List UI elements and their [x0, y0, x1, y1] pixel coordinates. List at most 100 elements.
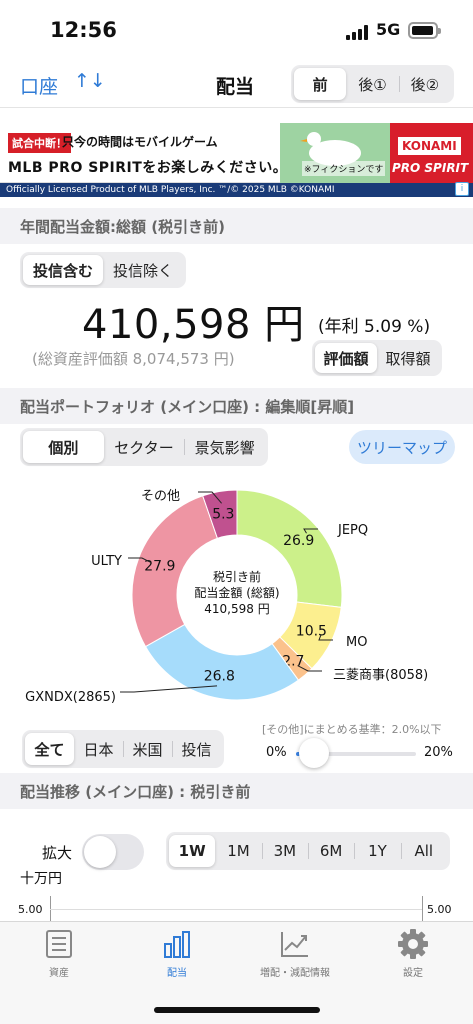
donut-name-label-5: その他: [141, 489, 180, 504]
view-economy[interactable]: 景気影響: [184, 431, 265, 463]
ad-fiction: ※フィクションです: [302, 161, 386, 176]
other-threshold-label: [その他]にまとめる基準：2.0%以下: [262, 723, 442, 736]
filter-include-funds[interactable]: 投信含む: [23, 255, 103, 285]
range-1y[interactable]: 1Y: [354, 835, 400, 867]
treemap-button[interactable]: ツリーマップ: [349, 430, 455, 464]
gear-icon: [398, 929, 428, 959]
slider-max-label: 20%: [424, 745, 453, 760]
market-us[interactable]: 米国: [123, 733, 172, 765]
ad-line1: 只今の時間はモバイルゲーム: [62, 135, 218, 149]
market-japan[interactable]: 日本: [83, 740, 114, 759]
ad-footer: Officially Licensed Product of MLB Playe…: [0, 183, 473, 197]
sort-icon[interactable]: ↑↓: [74, 70, 106, 92]
ad-badge: 試合中断！: [8, 133, 71, 153]
trend-gridline: [50, 909, 422, 910]
zoom-toggle[interactable]: [82, 834, 144, 870]
donut-leader-line-3: [120, 685, 218, 693]
status-time: 12:56: [50, 18, 117, 42]
battery-icon: [408, 22, 441, 39]
ad-image: [280, 123, 390, 183]
basis-market-value[interactable]: 評価額: [315, 343, 377, 373]
range-all[interactable]: All: [400, 835, 447, 867]
threshold-slider-handle[interactable]: [299, 738, 329, 768]
donut-slice-3[interactable]: [144, 623, 300, 701]
trend-section-header: 配当推移 (メイン口座) : 税引き前: [0, 773, 473, 809]
fund-filter: 投信含む 投信除く: [20, 252, 186, 288]
dividend-donut-chart: 26.910.52.726.827.95.3 JEPQMO三菱商事(8058)G…: [25, 489, 428, 705]
range-1w[interactable]: 1W: [169, 835, 216, 867]
period-before[interactable]: 前: [294, 68, 347, 100]
line-chart-icon: [281, 932, 308, 957]
donut-value-label-5: 5.3: [212, 507, 234, 523]
zoom-label: 拡大: [42, 844, 73, 862]
range-1m[interactable]: 1M: [227, 842, 250, 860]
donut-value-label-1: 10.5: [296, 624, 327, 640]
donut-leader-line-1: [318, 635, 333, 641]
tab-label-settings: 設定: [403, 968, 423, 979]
filter-exclude-funds[interactable]: 投信除く: [112, 261, 173, 280]
market-funds[interactable]: 投信: [172, 733, 221, 765]
basis-acquisition[interactable]: 取得額: [385, 349, 431, 368]
donut-name-label-0: JEPQ: [337, 523, 368, 538]
status-bar: 12:56 5G: [0, 0, 473, 60]
center-label-1: 税引き前: [213, 569, 261, 584]
tab-bar: 資産 配当 増配・減配情報 設定: [0, 921, 473, 1024]
donut-name-label-2: 三菱商事(8058): [333, 668, 428, 683]
donut-name-label-1: MO: [346, 635, 367, 650]
signal-icon: [346, 24, 370, 40]
tab-assets[interactable]: 資産: [0, 928, 118, 979]
ad-brand: KONAMI: [398, 137, 461, 155]
slider-min-label: 0%: [266, 745, 287, 760]
trend-y-left: 5.00: [18, 903, 43, 916]
view-individual[interactable]: 個別: [23, 431, 104, 463]
ad-line2: MLB PRO SPIRITをお楽しみください。: [8, 160, 288, 176]
tab-settings[interactable]: 設定: [354, 928, 472, 979]
network-label: 5G: [376, 20, 401, 39]
trend-unit: 十万円: [20, 871, 62, 887]
donut-slice-0[interactable]: [236, 489, 343, 608]
tab-label-assets: 資産: [49, 968, 69, 979]
tab-dividends[interactable]: 配当: [118, 928, 236, 979]
range-6m[interactable]: 6M: [307, 835, 354, 867]
basis-selector: 評価額 取得額: [312, 340, 442, 376]
account-button[interactable]: 口座: [20, 76, 59, 98]
donut-value-label-0: 26.9: [283, 533, 314, 549]
donut-leader-line-0: [303, 528, 318, 534]
tab-label-dividends: 配当: [167, 968, 187, 979]
center-label-2: 配当金額 (総額): [194, 585, 279, 600]
donut-name-label-3: GXNDX(2865): [25, 690, 116, 705]
view-sector[interactable]: セクター: [114, 438, 174, 457]
nav-header: 口座 ↑↓ 配当: [0, 60, 473, 108]
ad-game: PRO SPIRIT: [392, 161, 469, 175]
annual-section-header: 年間配当金額:総額 (税引き前): [0, 208, 473, 244]
page-title: 配当: [216, 76, 255, 98]
total-assets: (総資産評価額 8,074,573 円): [32, 350, 235, 368]
portfolio-section-header: 配当ポートフォリオ (メイン口座) : 編集順[昇順]: [0, 388, 473, 424]
range-selector: 1W 1M 3M 6M 1Y All: [166, 832, 450, 870]
annual-header-text: 年間配当金額:総額 (税引き前): [20, 218, 225, 236]
donut-value-label-4: 27.9: [144, 559, 175, 575]
donut-leader-line-2: [297, 665, 322, 672]
portfolio-header-text: 配当ポートフォリオ (メイン口座) : 編集順[昇順]: [20, 398, 355, 416]
portfolio-view-selector: 個別 セクター 景気影響: [20, 428, 268, 466]
donut-value-label-3: 26.8: [204, 669, 235, 685]
market-all[interactable]: 全て: [25, 733, 74, 765]
market-filter: 全て 日本 米国 投信: [22, 730, 224, 768]
ad-info-icon[interactable]: i: [455, 182, 469, 196]
tab-label-dividend-changes: 増配・減配情報: [260, 968, 330, 979]
period-after-2[interactable]: 後②: [398, 68, 451, 100]
donut-leader-line-4: [128, 557, 151, 563]
bar-chart-icon: [164, 931, 190, 958]
donut-slice-4[interactable]: [131, 495, 219, 648]
annual-dividend-amount: 410,598 円: [82, 302, 305, 348]
tab-dividend-changes[interactable]: 増配・減配情報: [236, 928, 354, 979]
ad-banner[interactable]: 試合中断！ 只今の時間はモバイルゲーム MLB PRO SPIRITをお楽しみく…: [0, 123, 473, 197]
period-after-1[interactable]: 後①: [358, 75, 387, 94]
range-3m[interactable]: 3M: [261, 835, 308, 867]
home-indicator: [154, 1007, 320, 1013]
donut-name-label-4: ULTY: [91, 554, 122, 569]
donut-leader-line-5: [198, 491, 222, 504]
trend-axis-right: [422, 896, 423, 922]
period-selector: 前 後① 後②: [291, 65, 454, 103]
trend-y-right: 5.00: [427, 903, 452, 916]
